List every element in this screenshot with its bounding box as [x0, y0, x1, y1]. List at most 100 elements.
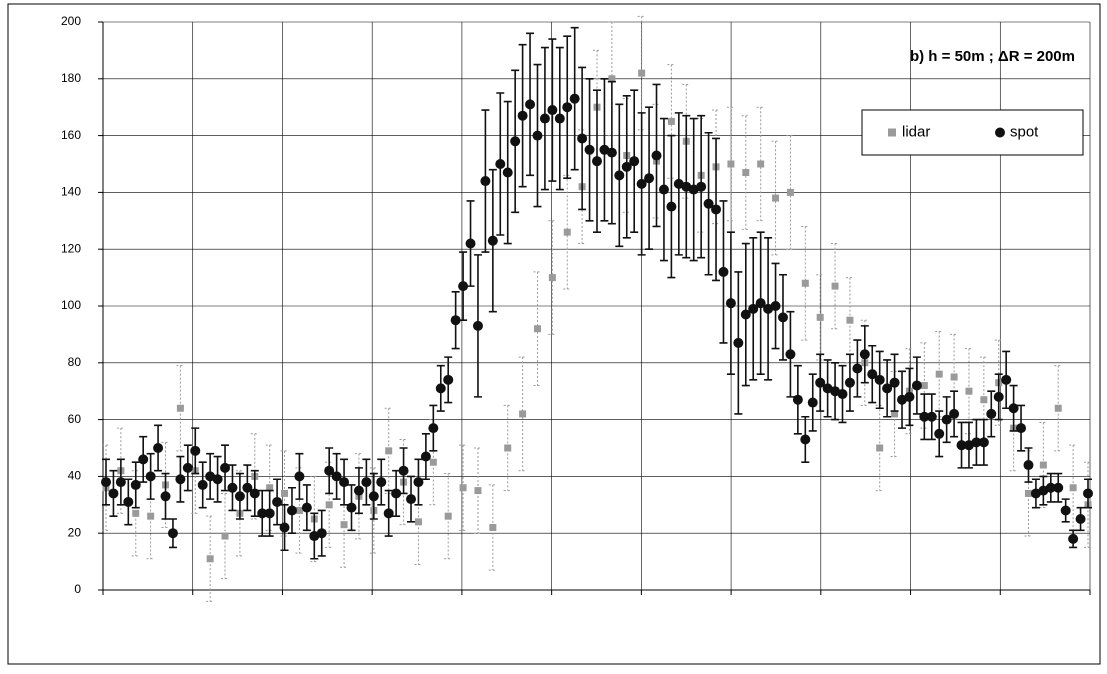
error-bar: [116, 427, 125, 514]
point: [748, 303, 759, 314]
point: [956, 440, 967, 451]
point: [420, 451, 431, 462]
point: [757, 160, 765, 168]
point: [667, 117, 675, 125]
point: [472, 320, 483, 331]
error-bar: [161, 441, 170, 529]
point: [376, 477, 387, 488]
point: [325, 501, 333, 509]
y-tick-label: 80: [68, 355, 82, 369]
point: [911, 380, 922, 391]
point: [272, 496, 283, 507]
point: [197, 479, 208, 490]
point: [711, 204, 722, 215]
point: [666, 201, 677, 212]
point: [1039, 461, 1047, 469]
error-bar: [905, 348, 914, 435]
point: [867, 369, 878, 380]
point: [658, 184, 669, 195]
point: [562, 102, 573, 113]
point: [563, 228, 571, 236]
point: [742, 169, 750, 177]
point: [636, 178, 647, 189]
point: [532, 130, 543, 141]
point: [777, 312, 788, 323]
point: [383, 508, 394, 519]
point: [606, 147, 617, 158]
point: [353, 485, 364, 496]
point: [160, 491, 171, 502]
point: [443, 374, 454, 385]
y-tick-label: 180: [61, 71, 81, 85]
legend-label: lidar: [902, 123, 930, 140]
point: [391, 488, 402, 499]
point: [331, 471, 342, 482]
point: [792, 394, 803, 405]
point: [548, 274, 556, 282]
point: [837, 389, 848, 400]
point: [1069, 484, 1077, 492]
point: [629, 156, 640, 167]
point: [495, 159, 506, 169]
point: [227, 482, 238, 493]
point: [145, 471, 156, 482]
point: [950, 373, 958, 381]
point: [517, 110, 528, 121]
error-bar: [399, 438, 408, 526]
point: [281, 489, 289, 497]
point: [1075, 514, 1086, 524]
point: [935, 370, 943, 378]
point: [519, 410, 527, 418]
error-bar: [102, 444, 110, 531]
series-1: [101, 26, 1093, 560]
point: [489, 524, 497, 532]
point: [368, 491, 379, 502]
y-tick-label: 40: [68, 469, 82, 483]
point: [340, 521, 348, 529]
point: [807, 397, 818, 408]
error-bar: [176, 365, 185, 452]
point: [577, 133, 588, 144]
point: [980, 396, 988, 404]
point: [153, 443, 164, 453]
y-tick-label: 60: [68, 412, 82, 426]
point: [1001, 374, 1012, 385]
point: [1060, 505, 1071, 516]
point: [831, 282, 839, 290]
point: [346, 502, 357, 513]
point: [212, 474, 223, 485]
point: [727, 160, 735, 168]
point: [1053, 482, 1064, 493]
point: [176, 404, 184, 412]
point: [167, 528, 178, 539]
point: [175, 474, 186, 485]
error-bar: [459, 444, 468, 531]
error-bar: [860, 319, 869, 406]
point: [123, 496, 134, 507]
point: [234, 491, 245, 502]
point: [874, 374, 885, 385]
error-bar: [473, 447, 482, 534]
point: [459, 484, 467, 492]
error-bar: [503, 404, 512, 492]
point: [801, 279, 809, 287]
point: [592, 156, 602, 167]
point: [324, 465, 335, 476]
point: [638, 69, 646, 77]
point: [703, 198, 714, 209]
point: [815, 377, 826, 388]
point: [755, 298, 766, 309]
point: [458, 281, 469, 292]
error-bar: [354, 453, 363, 540]
point: [257, 508, 268, 519]
point: [294, 471, 305, 482]
legend-marker: [888, 128, 896, 137]
point: [971, 437, 982, 448]
error-bar: [369, 467, 378, 554]
error-bar: [235, 470, 244, 557]
point: [1024, 489, 1032, 497]
point: [108, 488, 119, 499]
point: [614, 170, 625, 181]
point: [1083, 488, 1093, 499]
point: [859, 349, 870, 360]
